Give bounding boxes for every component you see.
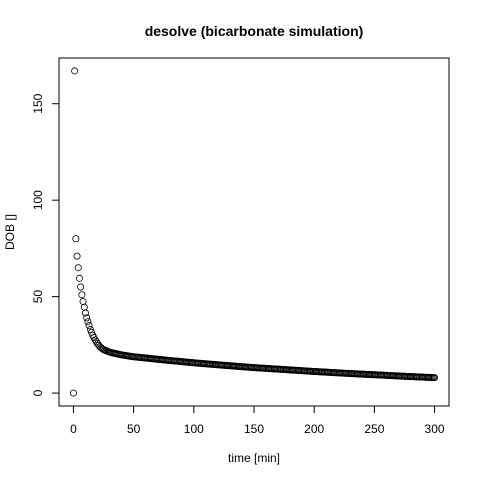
y-axis: 0 50 100 150 — [31, 93, 60, 396]
data-points — [69, 67, 439, 397]
data-point — [84, 318, 92, 326]
data-point — [73, 252, 81, 260]
y-tick-label: 100 — [31, 190, 45, 210]
data-point — [74, 264, 82, 272]
x-tick-label: 50 — [127, 422, 141, 436]
x-tick-label: 300 — [425, 422, 445, 436]
x-tick-label: 100 — [184, 422, 204, 436]
data-point — [78, 291, 86, 299]
data-point — [92, 338, 100, 346]
data-point — [71, 67, 79, 75]
data-point — [81, 309, 89, 317]
data-point — [77, 283, 85, 291]
y-tick-label: 0 — [31, 389, 45, 396]
y-tick-label: 50 — [31, 290, 45, 304]
data-point — [95, 341, 103, 349]
x-tick-label: 250 — [364, 422, 384, 436]
x-tick-label: 0 — [70, 422, 77, 436]
data-point — [75, 274, 83, 282]
data-point — [83, 314, 91, 322]
data-point — [85, 322, 93, 330]
data-point — [69, 389, 77, 397]
data-point — [79, 297, 87, 305]
x-axis-label: time [min] — [228, 451, 280, 465]
x-axis: 0 50 100 150 200 250 300 — [70, 405, 445, 436]
y-tick-label: 150 — [31, 93, 45, 113]
chart-title: desolve (bicarbonate simulation) — [145, 23, 364, 39]
data-point — [80, 303, 88, 311]
data-point — [91, 336, 99, 344]
data-point — [72, 235, 80, 243]
x-tick-label: 150 — [244, 422, 264, 436]
y-axis-label: DOB [] — [3, 214, 17, 250]
x-tick-label: 200 — [304, 422, 324, 436]
data-point — [431, 374, 439, 382]
